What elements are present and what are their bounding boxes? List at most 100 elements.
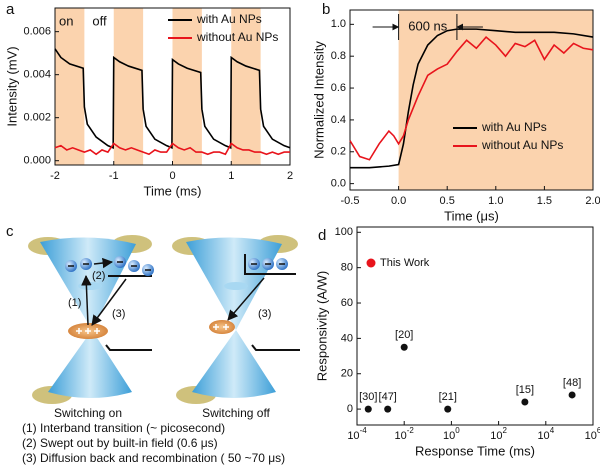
data-point — [364, 405, 372, 413]
arrow — [81, 274, 92, 326]
point-label: [47] — [379, 391, 397, 403]
y-axis-label: Normalized Intensity — [311, 41, 326, 159]
y-tick-label: 0.006 — [23, 26, 51, 38]
legend-label: without Au NPs — [481, 138, 563, 152]
caption: (1) Interband transition (~ picosecond) — [22, 421, 225, 435]
decor — [224, 282, 248, 290]
lower-cone — [192, 330, 276, 398]
legend-label: This Work — [380, 257, 430, 269]
point-label: [30] — [359, 391, 377, 403]
tick-exponent: 2 — [502, 426, 507, 435]
panel-letter: a — [6, 1, 15, 18]
on-interval — [398, 10, 593, 190]
minus-signs — [68, 261, 151, 271]
plus-signs — [213, 324, 229, 330]
x-tick-label: -0.5 — [341, 195, 360, 207]
on-interval — [172, 8, 202, 165]
step-label: (3) — [258, 308, 271, 320]
plus-signs — [76, 328, 100, 334]
x-axis-label: Time (μs) — [444, 208, 499, 223]
x-tick-label: 10-2 — [395, 426, 415, 442]
legend-label: with Au NPs — [481, 120, 547, 134]
x-tick-label: 104 — [537, 426, 554, 442]
tick-exponent: -4 — [360, 426, 368, 435]
data-line — [54, 142, 290, 156]
y-tick-label: 80 — [341, 262, 353, 274]
annotation: 600 ns — [408, 18, 448, 33]
caption: (3) Diffusion back and recombination ( 5… — [22, 451, 285, 465]
lower-cone — [48, 330, 132, 398]
band-edge — [251, 344, 300, 351]
state-label: Switching on — [54, 406, 122, 420]
data-line — [350, 28, 594, 169]
step-label: (1) — [68, 297, 81, 309]
tick-exponent: 0 — [455, 426, 460, 435]
tick-exponent: 6 — [597, 426, 600, 435]
on-interval — [55, 8, 85, 165]
panel-letter: b — [322, 1, 330, 18]
data-point — [400, 343, 408, 351]
holes — [209, 320, 235, 334]
legend-label: without Au NPs — [196, 30, 278, 44]
x-tick-label: 2.0 — [585, 195, 600, 207]
on-interval — [113, 8, 144, 165]
point-label: [15] — [516, 384, 534, 396]
caption: (2) Swept out by built-in field (0.6 μs) — [22, 436, 218, 450]
plot-frame — [349, 9, 594, 191]
x-tick-label: 2 — [287, 170, 293, 182]
x-axis-label: Time (ms) — [143, 183, 201, 198]
y-tick-label: 0.002 — [23, 112, 51, 124]
on-interval — [231, 8, 261, 165]
data-point — [521, 398, 529, 406]
data-line — [349, 35, 594, 161]
tick-exponent: -2 — [407, 426, 415, 435]
legend-swatch — [366, 258, 376, 268]
decor — [78, 282, 102, 290]
annotation: off — [92, 13, 107, 28]
diagram: c (2) (1) (3) Switching on (3) Switching… — [6, 223, 300, 465]
y-tick-label: 20 — [341, 368, 353, 380]
x-tick-label: 0.0 — [391, 195, 406, 207]
data-point — [444, 405, 452, 413]
x-tick-label: 0 — [169, 170, 175, 182]
x-tick-label: -2 — [50, 170, 60, 182]
x-tick-label: 102 — [490, 426, 507, 442]
panel-letter: d — [318, 227, 326, 244]
plot-frame — [356, 226, 594, 426]
band-edge — [105, 344, 152, 351]
y-tick-label: 0.4 — [331, 114, 346, 126]
step-label: (2) — [92, 270, 105, 282]
y-tick-label: 0 — [347, 403, 353, 415]
tick-exponent: 4 — [550, 426, 555, 435]
band-edge — [244, 254, 296, 275]
point-label: [20] — [395, 329, 413, 341]
data-line — [54, 48, 291, 149]
x-tick-label: 106 — [585, 426, 600, 442]
y-tick-label: 0.8 — [331, 50, 346, 62]
y-tick-label: 0.000 — [23, 155, 51, 167]
data-point — [384, 405, 392, 413]
y-tick-label: 0.2 — [331, 146, 346, 158]
x-tick-label: 100 — [443, 426, 460, 442]
annotation: on — [59, 13, 73, 28]
x-tick-label: -1 — [109, 170, 119, 182]
arrow — [91, 278, 127, 326]
legend-label: with Au NPs — [196, 12, 262, 26]
arrow — [93, 257, 114, 269]
x-tick-label: 0.5 — [440, 195, 455, 207]
point-label: [48] — [563, 377, 581, 389]
x-tick-label: 1.5 — [537, 195, 552, 207]
y-axis-label: Responsivity (A/W) — [314, 271, 329, 382]
y-tick-label: 60 — [341, 297, 353, 309]
y-tick-label: 0.0 — [331, 178, 346, 190]
x-tick-label: 10-4 — [347, 426, 367, 442]
y-tick-label: 1.0 — [331, 18, 346, 30]
data-point — [568, 391, 576, 399]
state-label: Switching off — [202, 406, 270, 420]
x-tick-label: 1 — [228, 170, 234, 182]
y-tick-label: 0.004 — [23, 69, 51, 81]
y-tick-label: 0.6 — [331, 82, 346, 94]
y-tick-label: 40 — [341, 332, 353, 344]
y-tick-label: 100 — [335, 226, 353, 238]
